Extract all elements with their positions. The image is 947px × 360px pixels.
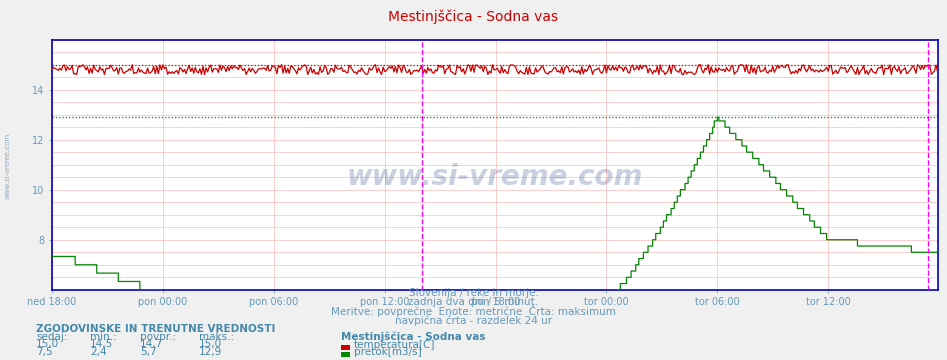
Text: 5,7: 5,7 <box>140 347 157 357</box>
Text: sedaj:: sedaj: <box>36 332 67 342</box>
Text: Meritve: povprečne  Enote: metrične  Črta: maksimum: Meritve: povprečne Enote: metrične Črta:… <box>331 305 616 317</box>
Text: 15,0: 15,0 <box>199 339 222 350</box>
Text: maks.:: maks.: <box>199 332 234 342</box>
Text: www.si-vreme.com: www.si-vreme.com <box>5 132 10 199</box>
Text: temperatura[C]: temperatura[C] <box>354 340 436 350</box>
Text: www.si-vreme.com: www.si-vreme.com <box>347 163 643 191</box>
Text: povpr.:: povpr.: <box>140 332 176 342</box>
Text: 14,5: 14,5 <box>90 339 114 350</box>
Text: min.:: min.: <box>90 332 116 342</box>
Text: ZGODOVINSKE IN TRENUTNE VREDNOSTI: ZGODOVINSKE IN TRENUTNE VREDNOSTI <box>36 324 276 334</box>
Text: 12,9: 12,9 <box>199 347 223 357</box>
Text: 14,7: 14,7 <box>140 339 164 350</box>
Text: navpična črta - razdelek 24 ur: navpična črta - razdelek 24 ur <box>395 315 552 326</box>
Text: Mestinjščica - Sodna vas: Mestinjščica - Sodna vas <box>388 9 559 23</box>
Text: pretok[m3/s]: pretok[m3/s] <box>354 347 422 357</box>
Text: Mestinjščica - Sodna vas: Mestinjščica - Sodna vas <box>341 332 486 342</box>
Text: 7,5: 7,5 <box>36 347 53 357</box>
Text: Slovenija / reke in morje.: Slovenija / reke in morje. <box>408 288 539 298</box>
Text: 15,0: 15,0 <box>36 339 59 350</box>
Text: 2,4: 2,4 <box>90 347 107 357</box>
Text: zadnja dva dni / 5 minut.: zadnja dva dni / 5 minut. <box>408 297 539 307</box>
